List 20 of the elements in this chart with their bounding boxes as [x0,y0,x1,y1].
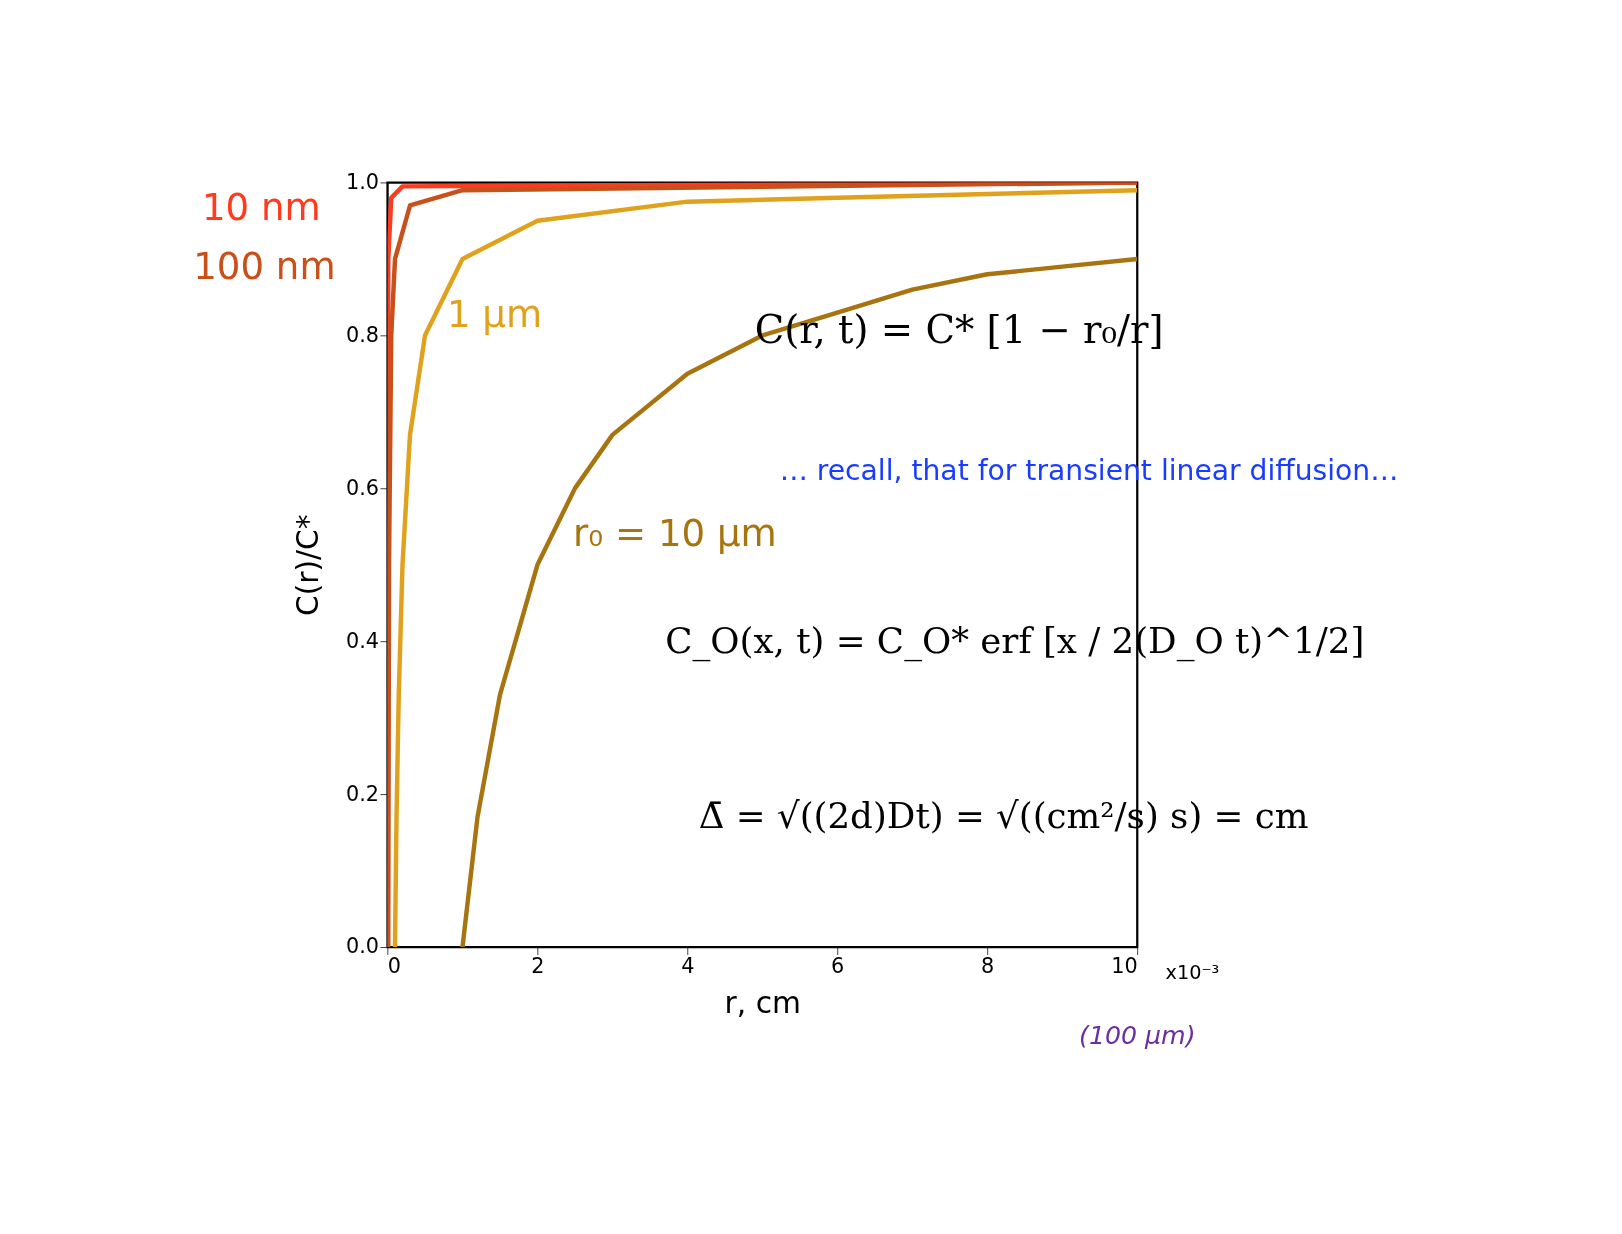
y-tick-label: 0.4 [345,628,379,653]
series-label: 10 nm [202,185,321,229]
x-tick-label: 2 [531,953,545,978]
text: (100 µm) [1079,1020,1196,1050]
x-tick-label: 10 [1111,953,1138,978]
x-tick-label: 8 [981,953,995,978]
x-tick-label: 4 [681,953,695,978]
x-tick-label: 6 [831,953,845,978]
series-label: 1 µm [446,293,543,337]
x-tick-label: 0 [387,953,402,978]
y-tick-label: 0.0 [345,934,379,959]
text: x10⁻³ [1165,961,1220,985]
x-axis-title: r, cm [724,984,801,1020]
y-tick-label: 0.2 [345,781,379,806]
y-axis-title: C(r)/C* [289,514,325,617]
y-tick-label: 0.8 [345,322,379,347]
y-tick-label: 1.0 [345,169,379,194]
y-tick-label: 0.6 [345,475,379,500]
series-label: 100 nm [193,245,336,289]
series-label: r₀ = 10 µm [573,512,777,556]
